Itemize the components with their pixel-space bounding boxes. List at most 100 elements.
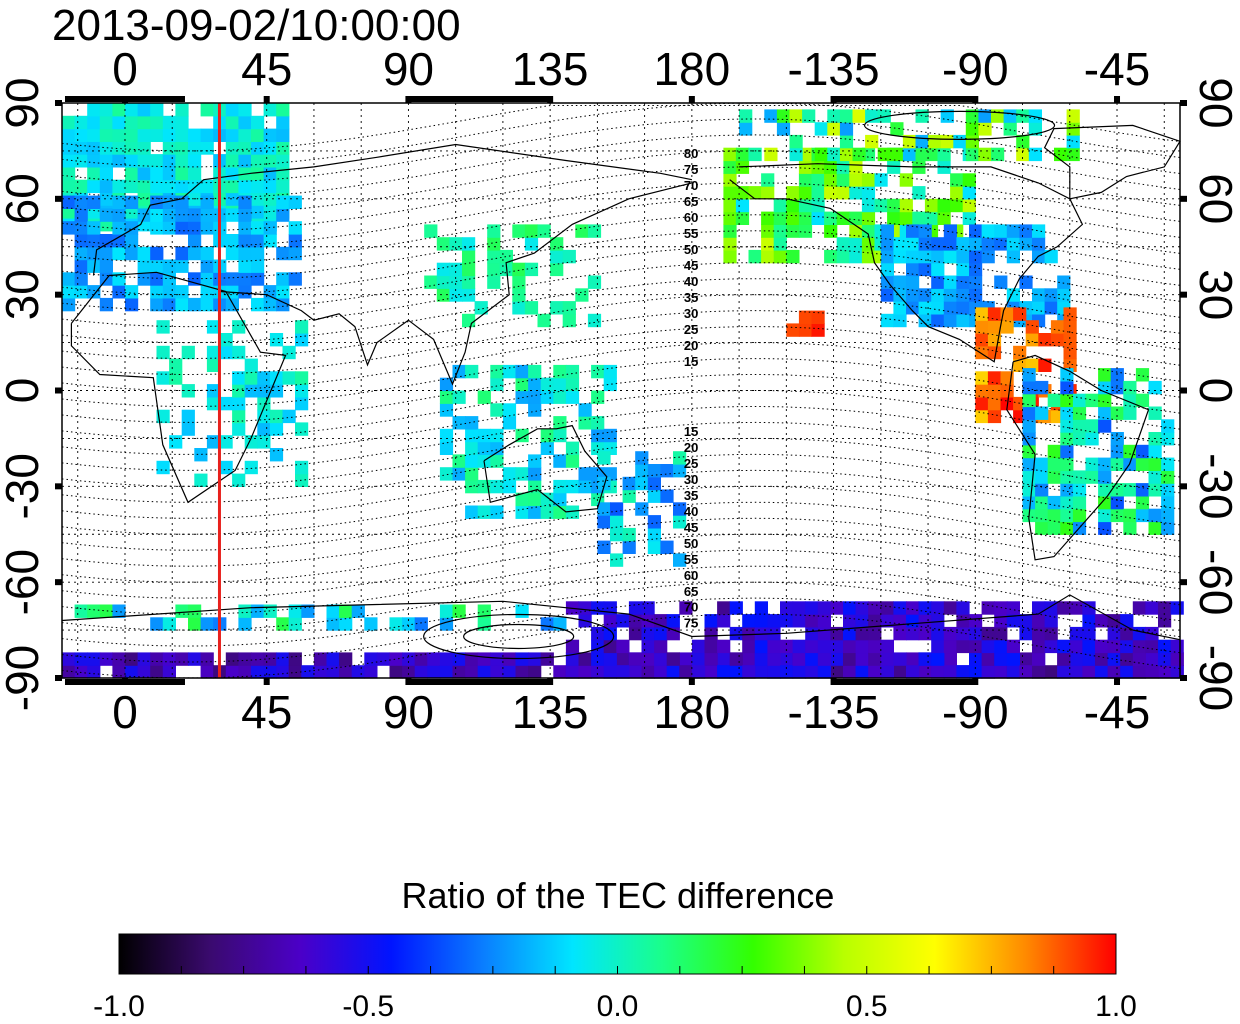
map-frame-ticks <box>55 96 1187 685</box>
tec-cell <box>389 652 403 666</box>
tec-cell <box>562 301 576 315</box>
tec-cell <box>647 489 661 503</box>
tec-cell <box>1123 406 1137 420</box>
tec-cell <box>1145 601 1159 615</box>
tec-cell <box>1123 508 1137 523</box>
tec-cell <box>1060 393 1074 408</box>
tec-cell <box>603 639 617 654</box>
tec-cell <box>553 390 567 404</box>
tec-cell <box>723 224 737 238</box>
south-pole-contour <box>423 613 615 660</box>
tec-cell <box>1057 652 1071 666</box>
tec-cell <box>87 166 101 181</box>
tec-cell <box>628 652 643 666</box>
tec-cell <box>802 109 816 123</box>
tec-cell <box>1120 639 1134 654</box>
tec-cell <box>74 285 88 299</box>
tec-cell <box>830 665 844 679</box>
tec-cell <box>906 288 920 302</box>
tec-cell <box>150 652 164 666</box>
tec-cell <box>550 301 564 315</box>
tec-cell <box>1132 665 1146 679</box>
tec-cell <box>981 601 995 615</box>
tec-cell <box>597 515 611 529</box>
tec-cell <box>962 211 976 225</box>
tec-cell <box>465 467 479 481</box>
tec-cell <box>817 626 831 641</box>
tec-cell <box>1060 521 1074 535</box>
tec-cell <box>232 409 246 424</box>
tec-cell <box>194 473 208 487</box>
tec-cell <box>1060 457 1074 471</box>
frame-tick-left <box>55 579 62 586</box>
tec-cell <box>861 211 876 225</box>
tec-cell <box>490 505 504 519</box>
tec-cell <box>251 272 265 286</box>
tec-cell <box>1032 301 1046 315</box>
tec-cell <box>200 617 214 631</box>
tec-cell <box>641 601 655 615</box>
tec-cell <box>515 665 529 679</box>
tec-cell <box>956 262 970 277</box>
tec-cell <box>1148 380 1162 395</box>
tec-cell <box>515 467 529 481</box>
tec-cell <box>87 665 101 679</box>
tec-cell <box>735 198 750 213</box>
tec-cell <box>1098 483 1112 497</box>
tec-cell <box>490 665 504 679</box>
tec-cell <box>1032 665 1046 679</box>
magnetic-contour <box>61 469 1181 535</box>
tec-cell <box>74 208 88 222</box>
tec-cell <box>975 307 989 321</box>
tec-cell <box>1032 237 1046 251</box>
tec-cell <box>74 221 88 235</box>
north-pole-contour <box>863 110 1056 140</box>
tec-cell <box>1135 444 1150 459</box>
tec-cell <box>1132 626 1146 641</box>
tec-cell <box>502 652 517 666</box>
tec-cell <box>956 237 970 251</box>
tec-cell <box>943 275 957 289</box>
tec-cell <box>1047 508 1061 523</box>
tec-cell <box>1022 406 1036 420</box>
tec-cell <box>899 198 913 213</box>
tec-cell <box>112 115 126 130</box>
latitude-label-left: -30 <box>0 453 48 519</box>
tec-cell <box>238 617 252 631</box>
tec-cell <box>994 665 1008 679</box>
tec-cell <box>436 275 450 289</box>
tec-cell <box>206 435 221 449</box>
tec-cell <box>62 221 76 235</box>
tec-cell <box>918 249 932 264</box>
tec-cell <box>295 396 309 411</box>
tec-cell <box>754 665 768 679</box>
tec-cell <box>175 221 189 235</box>
tec-cell <box>918 224 932 238</box>
tec-cell <box>969 665 983 679</box>
tec-cell <box>251 128 265 142</box>
frame-tick-right <box>1180 195 1187 202</box>
tec-cell <box>376 652 391 666</box>
tec-cell <box>162 259 176 273</box>
tec-cell <box>817 614 831 628</box>
tec-cell <box>263 166 277 181</box>
tec-cell <box>452 454 466 468</box>
tec-cell <box>610 515 624 529</box>
tec-cell <box>137 103 151 117</box>
tec-cell <box>855 639 869 654</box>
tec-cell <box>288 617 302 631</box>
tec-cell <box>225 652 239 666</box>
tec-cell <box>112 141 126 155</box>
magnetic-contour <box>61 389 1181 455</box>
tec-cell <box>1060 419 1074 433</box>
tec-cell <box>219 435 233 449</box>
tec-cell <box>175 652 189 666</box>
tec-cell <box>575 288 589 302</box>
tec-cell <box>647 464 661 478</box>
tec-cell <box>200 141 214 155</box>
tec-cell <box>1098 457 1112 471</box>
tec-cell <box>465 428 479 443</box>
tec-cell <box>811 186 825 200</box>
tec-cell <box>987 371 1002 385</box>
tec-cell <box>1135 495 1150 510</box>
